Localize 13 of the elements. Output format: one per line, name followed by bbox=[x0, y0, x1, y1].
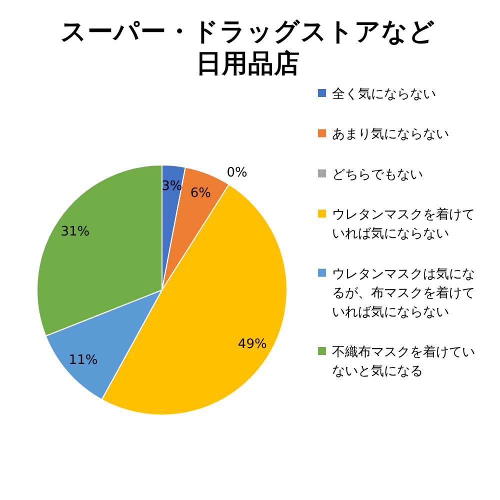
legend-label: ウレタンマスクは気になるが、布マスクを着けていれば気にならない bbox=[332, 266, 475, 320]
data-label: 3% bbox=[162, 179, 182, 194]
legend-label: 全く気にならない bbox=[332, 87, 436, 102]
legend-label: ウレタンマスクを着けていれば気にならない bbox=[332, 206, 475, 242]
data-label: 31% bbox=[60, 224, 90, 240]
legend-label: 不織布マスクを着けていないと気になる bbox=[332, 344, 475, 379]
data-label: 6% bbox=[190, 186, 211, 201]
text: 0% bbox=[226, 165, 248, 180]
chart-title: スーパー・ドラッグストアなど日用品店 bbox=[60, 17, 436, 79]
data-label: 49% bbox=[238, 337, 267, 352]
legend-label: あまり気にならない bbox=[332, 127, 449, 142]
data-label: 11% bbox=[68, 352, 98, 368]
legend-label: どちらでもない bbox=[332, 167, 423, 182]
